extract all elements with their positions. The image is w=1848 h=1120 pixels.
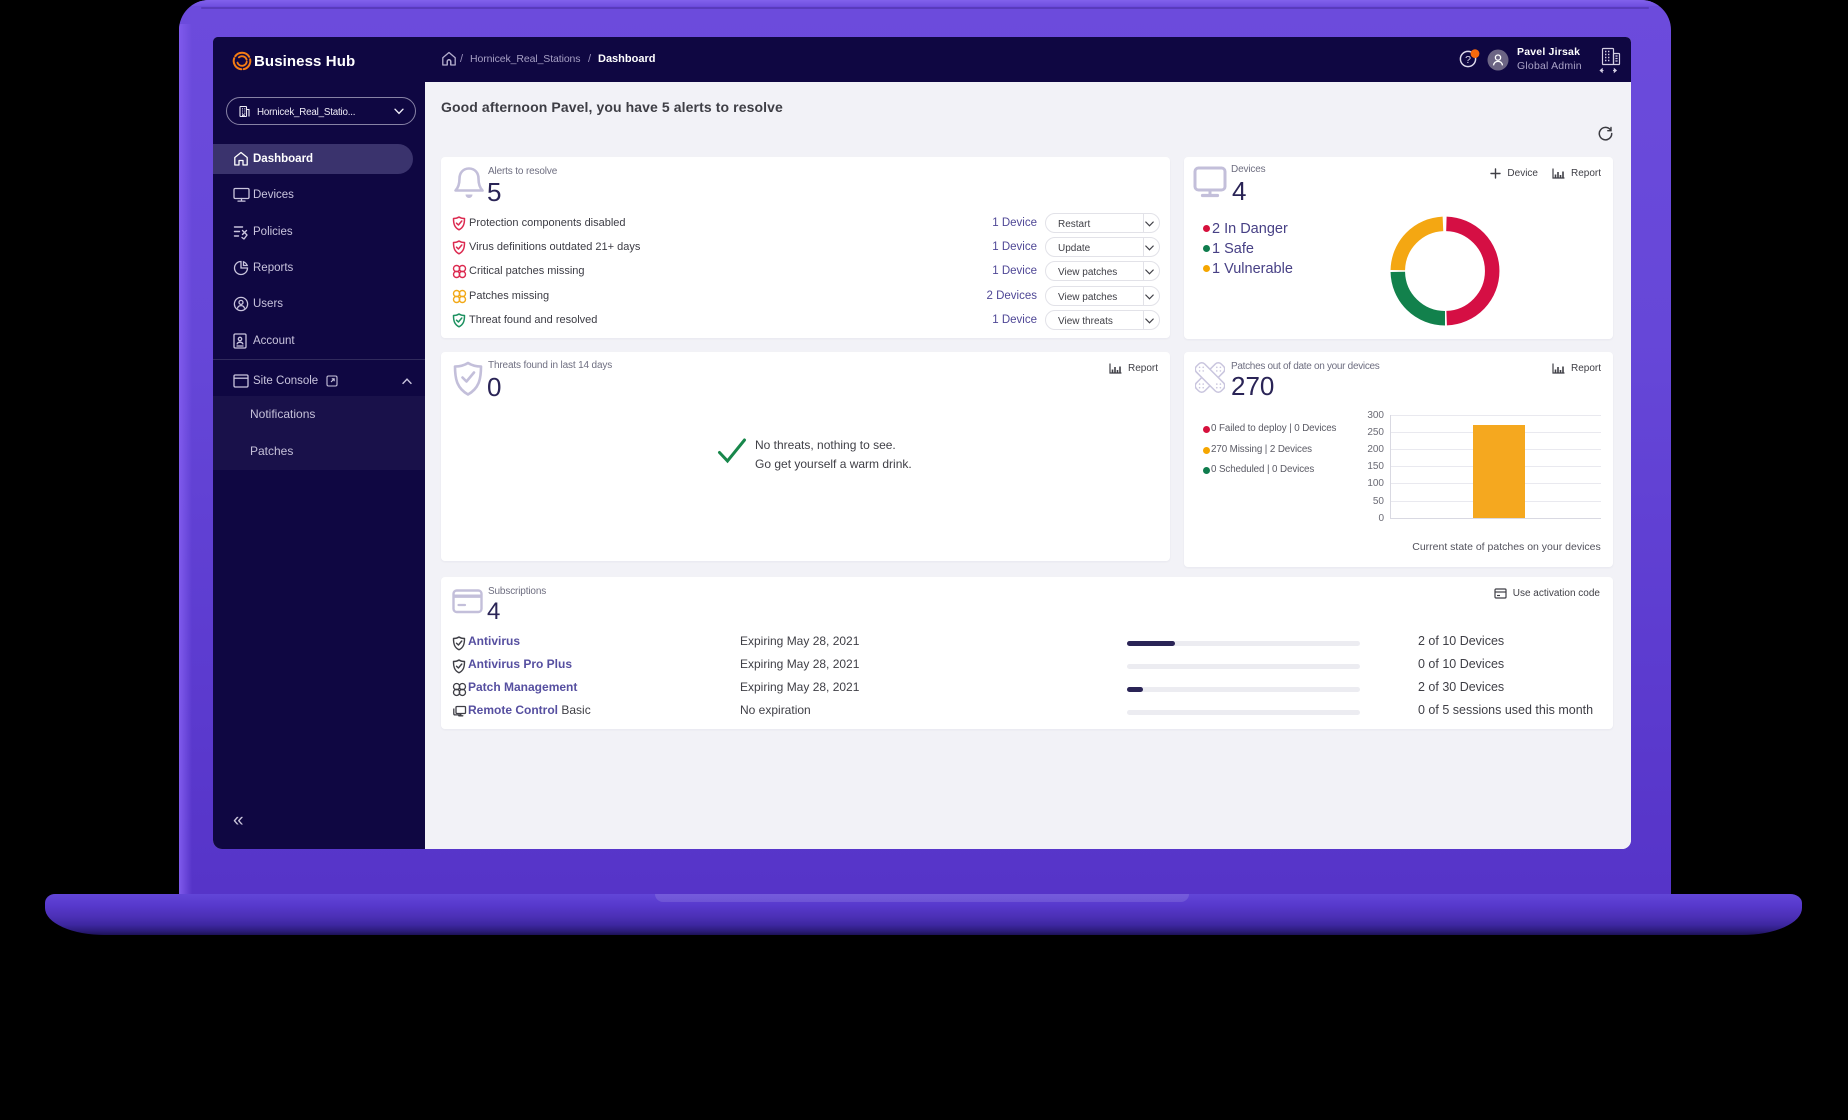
svg-text:?: ? bbox=[1465, 54, 1471, 66]
